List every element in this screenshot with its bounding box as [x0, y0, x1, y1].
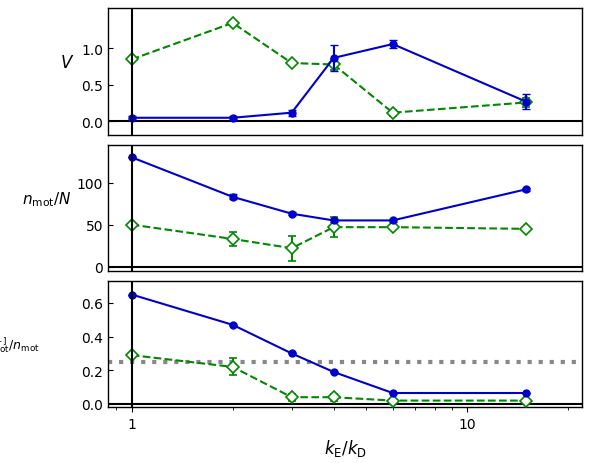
Y-axis label: $n_\mathrm{mot}^{[+]}/n_\mathrm{mot}$: $n_\mathrm{mot}^{[+]}/n_\mathrm{mot}$ [0, 335, 40, 354]
X-axis label: $k_\mathrm{E}/k_\mathrm{D}$: $k_\mathrm{E}/k_\mathrm{D}$ [323, 437, 367, 457]
Y-axis label: $V$: $V$ [60, 54, 74, 72]
Y-axis label: $n_\mathrm{mot}/N$: $n_\mathrm{mot}/N$ [22, 190, 71, 208]
